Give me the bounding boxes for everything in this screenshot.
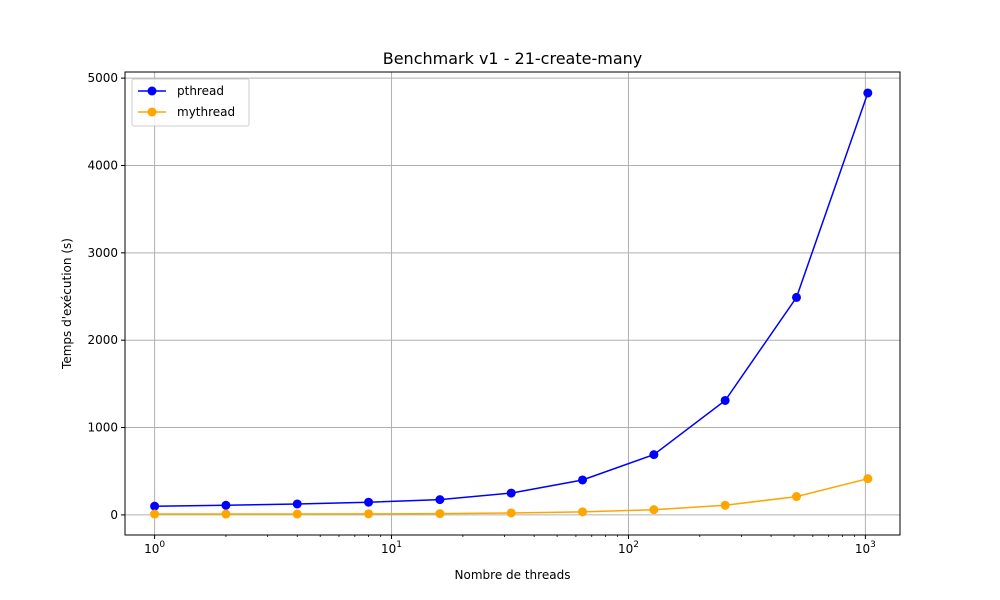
legend-marker-pthread bbox=[147, 86, 157, 96]
legend-marker-mythread bbox=[147, 107, 157, 117]
data-point-pthread bbox=[720, 395, 730, 405]
x-tick-exponent: 3 bbox=[870, 540, 876, 550]
data-point-pthread bbox=[649, 450, 659, 460]
data-point-mythread bbox=[578, 507, 588, 517]
data-point-mythread bbox=[506, 508, 516, 518]
data-point-pthread bbox=[435, 495, 445, 505]
data-point-pthread bbox=[150, 501, 160, 511]
data-point-mythread bbox=[292, 509, 302, 519]
data-point-mythread bbox=[791, 492, 801, 502]
x-tick-label: 101 bbox=[381, 540, 402, 556]
x-tick-exponent: 1 bbox=[396, 540, 402, 550]
data-point-pthread bbox=[578, 475, 588, 485]
x-tick-base: 10 bbox=[381, 542, 396, 556]
y-axis-label: Temps d'exécution (s) bbox=[60, 238, 74, 370]
x-tick-label: 103 bbox=[855, 540, 876, 556]
data-point-pthread bbox=[506, 488, 516, 498]
x-tick-base: 10 bbox=[618, 542, 633, 556]
plot-frame bbox=[124, 71, 901, 536]
y-axis: 0 1000 2000 3000 4000 5000 bbox=[87, 71, 125, 522]
data-point-pthread bbox=[292, 499, 302, 509]
x-tick-label: 102 bbox=[618, 540, 639, 556]
legend-label-pthread: pthread bbox=[177, 84, 224, 98]
data-point-pthread bbox=[791, 292, 801, 302]
x-tick-label: 100 bbox=[144, 540, 165, 556]
data-point-mythread bbox=[364, 509, 374, 519]
y-tick-label: 0 bbox=[110, 508, 118, 522]
x-tick-base: 10 bbox=[144, 542, 159, 556]
y-tick-label: 3000 bbox=[87, 246, 118, 260]
y-tick-label: 4000 bbox=[87, 158, 118, 172]
x-axis: 100 101 102 103 bbox=[144, 535, 876, 556]
chart-title: Benchmark v1 - 21-create-many bbox=[383, 49, 643, 68]
data-point-pthread bbox=[364, 497, 374, 507]
data-point-mythread bbox=[720, 500, 730, 510]
data-point-mythread bbox=[435, 509, 445, 519]
legend-label-mythread: mythread bbox=[177, 105, 235, 119]
legend: pthread mythread bbox=[131, 78, 250, 127]
data-point-mythread bbox=[150, 509, 160, 519]
data-point-pthread bbox=[863, 88, 873, 98]
y-tick-label: 1000 bbox=[87, 421, 118, 435]
x-tick-base: 10 bbox=[855, 542, 870, 556]
x-tick-exponent: 0 bbox=[159, 540, 165, 550]
y-tick-label: 2000 bbox=[87, 333, 118, 347]
grid-lines bbox=[125, 72, 900, 535]
y-tick-label: 5000 bbox=[87, 71, 118, 85]
data-point-mythread bbox=[863, 474, 873, 484]
x-tick-exponent: 2 bbox=[633, 540, 639, 550]
data-point-mythread bbox=[221, 509, 231, 519]
data-point-mythread bbox=[649, 505, 659, 515]
x-axis-label: Nombre de threads bbox=[455, 568, 571, 582]
plot-series bbox=[150, 88, 873, 519]
data-point-pthread bbox=[221, 500, 231, 510]
